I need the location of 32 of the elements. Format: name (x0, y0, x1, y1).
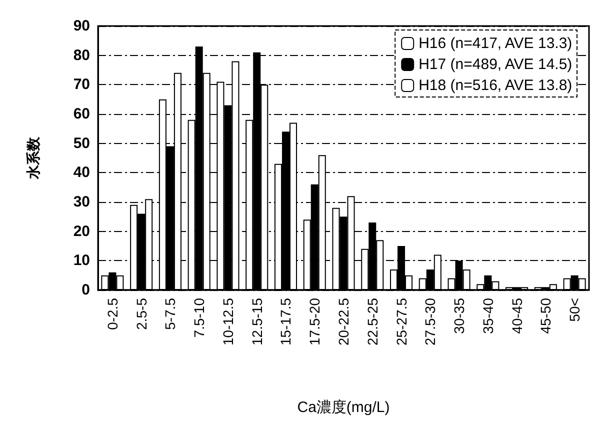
y-tick-label: 70 (73, 76, 90, 94)
x-tick-label: 20-22.5 (336, 298, 352, 346)
y-tick-label: 80 (73, 46, 90, 64)
y-tick-label: 90 (73, 18, 90, 34)
x-axis-title: Ca濃度(mg/L) (297, 399, 390, 416)
x-tick-label: 12.5-15 (248, 298, 265, 346)
x-tick-label: 17.5-20 (306, 298, 323, 346)
y-tick-label: 30 (73, 194, 90, 210)
x-tick-label: 10-12.5 (220, 298, 236, 346)
x-tick-label: 30-35 (451, 298, 468, 334)
x-tick-label: 5-7.5 (162, 298, 178, 330)
x-tick-label: 25-27.5 (393, 298, 410, 346)
x-tick-label: 7.5-10 (191, 298, 208, 338)
x-tick-label: 35-40 (480, 298, 496, 334)
y-tick-label: 10 (73, 252, 90, 270)
y-axis-title: 水系数 (25, 136, 41, 180)
y-tick-label: 40 (73, 164, 90, 182)
x-tick-label: 27.5-30 (422, 298, 438, 346)
x-tick-label: 45-50 (538, 298, 554, 334)
y-tick-label: 0 (82, 282, 90, 298)
x-tick-label: 50< (566, 298, 583, 322)
x-tick-label: 15-17.5 (278, 298, 294, 346)
x-tick-label: 22.5-25 (364, 298, 380, 346)
legend-label: H17 (n=489, AVE 14.5) (418, 56, 572, 73)
x-tick-label: 40-45 (508, 298, 525, 334)
legend-label: H18 (n=516, AVE 13.8) (418, 77, 572, 94)
x-tick-label: 2.5-5 (133, 298, 150, 330)
y-tick-label: 50 (73, 134, 90, 152)
x-tick-label: 0-2.5 (104, 298, 120, 330)
y-tick-label: 20 (73, 222, 90, 240)
y-tick-label: 60 (73, 106, 90, 122)
legend-label: H16 (n=417, AVE 13.3) (418, 35, 572, 52)
